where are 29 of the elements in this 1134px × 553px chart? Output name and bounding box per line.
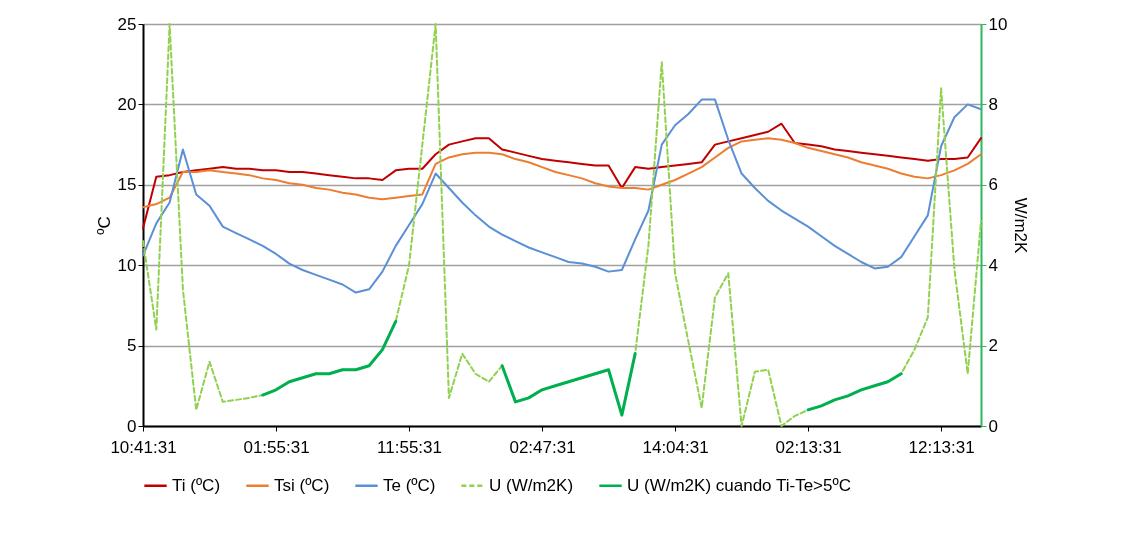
- y2-tick-label: 2: [988, 336, 998, 356]
- y2-tick-label: 10: [988, 14, 1008, 34]
- x-tick-label: 02:13:31: [775, 437, 842, 457]
- legend-label: Te (ºC): [383, 475, 436, 495]
- line-series: [142, 98, 982, 294]
- y2-axis-title: W/m2K: [1011, 197, 1031, 255]
- x-tick-label: 02:47:31: [509, 437, 576, 457]
- legend-label: U (W/m2K): [489, 475, 574, 495]
- line-series: [142, 137, 982, 209]
- y-tick-label: 10: [117, 255, 137, 275]
- x-tick-label: 10:41:31: [110, 437, 177, 457]
- y-tick-label: 25: [117, 14, 137, 34]
- x-tick-label: 01:55:31: [243, 437, 310, 457]
- y2-tick-label: 8: [988, 94, 998, 114]
- x-tick-label: 11:55:31: [377, 437, 442, 457]
- legend-label: Tsi (ºC): [274, 475, 330, 495]
- x-tick-label: 14:04:31: [642, 437, 709, 457]
- y-tick-label: 20: [117, 94, 137, 114]
- line-series: [142, 122, 982, 230]
- y-tick-label: 5: [127, 336, 137, 356]
- y-tick-label: 0: [127, 416, 137, 436]
- y2-tick-label: 6: [988, 175, 998, 195]
- legend-label: U (W/m2K) cuando Ti-Te>5ºC: [627, 475, 851, 495]
- y2-tick-label: 0: [988, 416, 998, 436]
- y2-tick-label: 4: [988, 255, 998, 275]
- legend-label: Ti (ºC): [172, 475, 221, 495]
- y-tick-label: 15: [117, 175, 137, 195]
- x-tick-label: 12:13:31: [908, 437, 975, 457]
- y-axis-title: ºC: [94, 216, 114, 235]
